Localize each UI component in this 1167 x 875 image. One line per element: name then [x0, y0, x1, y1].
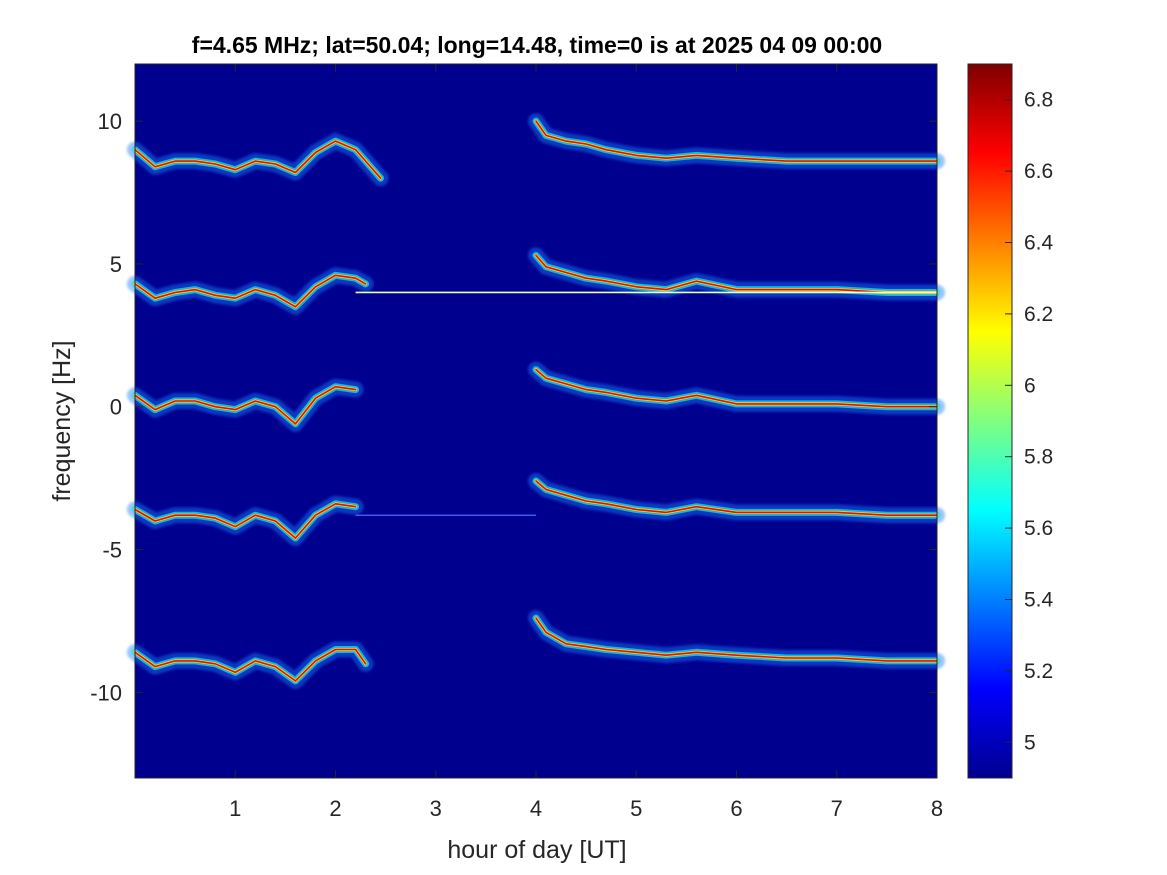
colorbar-tick-label: 6.8 [1024, 89, 1053, 112]
trace-core [134, 503, 357, 539]
trace-core [134, 385, 357, 425]
trace-9 [127, 641, 374, 689]
colorbar-tick-label: 5.4 [1024, 589, 1054, 612]
trace-core [134, 274, 367, 308]
trace-8 [528, 473, 945, 524]
x-tick-label: 7 [831, 796, 843, 821]
y-tick-label: -10 [90, 680, 122, 705]
y-tick-label: 5 [110, 252, 122, 277]
trace-4 [528, 247, 945, 301]
x-tick-label: 5 [630, 796, 642, 821]
trace-7 [127, 495, 364, 547]
trace-core [535, 120, 938, 162]
chart-title: f=4.65 MHz; lat=50.04; long=14.48, time=… [192, 32, 882, 58]
trace-core [134, 648, 367, 682]
colorbar-tick-label: 5.2 [1024, 660, 1053, 683]
x-axis-ticks: 1 2 3 4 5 6 7 8 [229, 64, 943, 821]
x-tick-label: 8 [931, 796, 943, 821]
colorbar-ticks: 6.8 6.6 6.4 6.2 6 5.8 5.6 5.4 5.2 5 [1005, 89, 1054, 754]
colorbar-tick-label: 5 [1024, 731, 1036, 754]
trace-1 [127, 133, 389, 187]
trace-core [535, 480, 938, 516]
trace-5 [127, 378, 364, 432]
x-tick-label: 1 [229, 796, 241, 821]
colorbar-tick-label: 5.8 [1024, 446, 1053, 469]
trace-core [535, 254, 938, 294]
y-axis-ticks: 10 5 0 -5 -10 [90, 109, 937, 705]
y-tick-label: 10 [98, 109, 122, 134]
spectrogram-traces [127, 113, 945, 689]
trace-10 [528, 610, 945, 669]
x-tick-label: 6 [730, 796, 742, 821]
colorbar-tick-label: 6.6 [1024, 160, 1053, 183]
colorbar [967, 63, 1013, 779]
y-tick-label: -5 [102, 538, 122, 563]
y-tick-label: 0 [110, 395, 122, 420]
trace-core [535, 368, 938, 408]
x-axis-label: hour of day [UT] [447, 836, 626, 864]
trace-core [134, 140, 382, 179]
x-tick-label: 4 [530, 796, 542, 821]
trace-core [535, 617, 938, 662]
colorbar-tick-label: 6 [1024, 374, 1036, 397]
x-tick-label: 3 [430, 796, 442, 821]
x-tick-label: 2 [329, 796, 341, 821]
y-axis-label: frequency [Hz] [48, 340, 76, 501]
trace-3 [127, 267, 374, 315]
colorbar-tick-label: 6.2 [1024, 303, 1053, 326]
trace-6 [528, 361, 945, 415]
colorbar-tick-label: 6.4 [1024, 232, 1054, 255]
trace-2 [528, 113, 945, 170]
colorbar-tick-label: 5.6 [1024, 517, 1053, 540]
plot-area [135, 64, 937, 778]
